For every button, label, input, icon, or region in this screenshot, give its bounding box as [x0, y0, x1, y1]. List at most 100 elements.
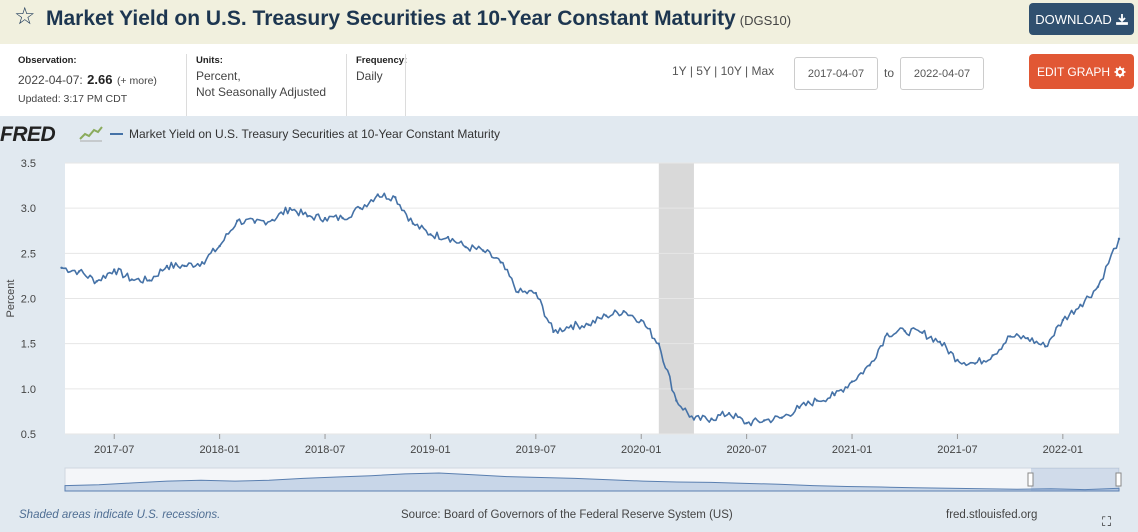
data-point: [640, 318, 643, 322]
data-point: [710, 417, 713, 420]
data-point: [306, 215, 309, 218]
range-5y[interactable]: 5Y: [696, 64, 711, 78]
series-title: Market Yield on U.S. Treasury Securities…: [46, 7, 736, 30]
y-tick-label: 2.0: [21, 294, 36, 306]
data-point: [991, 354, 994, 357]
frequency-label: Frequency:: [356, 55, 408, 66]
data-point: [499, 261, 502, 264]
data-point: [1008, 335, 1012, 338]
data-point: [341, 216, 344, 220]
range-sep: |: [714, 64, 718, 78]
x-tick-label: 2022-01: [1043, 444, 1083, 456]
range-sep: |: [745, 64, 749, 78]
data-point: [288, 206, 292, 210]
data-point: [271, 218, 274, 222]
legend-label: Market Yield on U.S. Treasury Securities…: [129, 127, 501, 141]
observation-label: Observation:: [18, 55, 77, 66]
data-point: [183, 264, 186, 268]
divider: [186, 54, 187, 116]
data-point: [1079, 303, 1082, 307]
data-point: [481, 249, 485, 252]
units-label: Units:: [196, 55, 223, 66]
data-point: [130, 278, 134, 281]
download-button[interactable]: DOWNLOAD: [1029, 3, 1134, 35]
range-max[interactable]: Max: [751, 64, 775, 78]
data-point: [921, 331, 924, 335]
data-point: [200, 261, 204, 264]
navigator-series: [64, 472, 1120, 492]
data-point: [236, 219, 239, 223]
series-code: (DGS10): [739, 13, 792, 28]
x-tick-label: 2017-07: [94, 444, 134, 456]
navigator-handle: [1115, 472, 1122, 487]
data-point: [622, 309, 625, 313]
line-chart[interactable]: 3.5 3.0 2.5 2.0 1.5 1.0 0.5 Percent 2017-07 2018-…: [0, 150, 1138, 500]
data-point: [903, 329, 906, 333]
start-date-input[interactable]: 2017-04-07: [794, 57, 878, 90]
site-link[interactable]: fred.stlouisfed.org: [946, 509, 1038, 521]
x-tick-label: 2020-07: [726, 444, 766, 456]
data-point: [973, 362, 977, 365]
units-line1: Percent,: [196, 69, 241, 83]
data-point: [956, 358, 959, 362]
observation-block: Observation: 2022-04-07: 2.66 (+ more) U…: [18, 55, 157, 105]
data-point: [165, 264, 169, 268]
frequency-value: Daily: [356, 69, 383, 83]
data-point: [604, 314, 608, 317]
data-point: [534, 291, 538, 295]
more-link[interactable]: (+ more): [116, 75, 157, 87]
range-1y[interactable]: 1Y: [672, 64, 687, 78]
chart-legend: Market Yield on U.S. Treasury Securities…: [110, 127, 500, 141]
data-point: [429, 233, 432, 236]
data-point: [815, 399, 819, 402]
y-tick-label: 2.5: [21, 248, 36, 260]
edit-graph-button[interactable]: EDIT GRAPH: [1029, 54, 1134, 89]
star-icon[interactable]: ☆: [14, 3, 36, 30]
data-point: [1117, 237, 1121, 241]
x-tick-label: 2020-01: [621, 444, 661, 456]
range-selector: 1Y | 5Y | 10Y | Max: [672, 64, 774, 78]
to-label: to: [884, 66, 895, 80]
data-point: [569, 324, 573, 327]
data-point: [446, 235, 450, 239]
x-tick-label: 2019-01: [410, 444, 450, 456]
divider: [346, 54, 347, 116]
data-point: [253, 221, 256, 224]
data-point: [1026, 337, 1029, 340]
legend-swatch: [110, 133, 123, 135]
units-block: Units: Percent, Not Seasonally Adjusted: [196, 55, 326, 99]
x-tick-label: 2018-07: [305, 444, 345, 456]
y-axis-label: Percent: [5, 280, 17, 318]
title-bar: ☆ Market Yield on U.S. Treasury Securiti…: [0, 0, 1138, 44]
range-sep: |: [689, 64, 693, 78]
data-point: [517, 290, 520, 294]
y-tick-label: 3.5: [21, 158, 36, 170]
data-point: [218, 244, 221, 248]
data-point: [657, 342, 661, 345]
data-point: [833, 393, 836, 397]
divider: [405, 54, 406, 116]
frequency-block: Frequency: Daily: [356, 55, 407, 83]
data-point: [1061, 318, 1065, 322]
y-tick-label: 1.5: [21, 339, 36, 351]
fred-logo-icon: [79, 124, 103, 142]
data-point: [587, 323, 590, 326]
data-point: [411, 222, 415, 225]
data-point: [745, 421, 748, 425]
edit-graph-label: EDIT GRAPH: [1036, 64, 1111, 79]
recession-note: Shaded areas indicate U.S. recessions.: [19, 509, 221, 521]
x-tick-label: 2019-07: [516, 444, 556, 456]
data-point: [358, 206, 362, 210]
y-tick-label: 3.0: [21, 203, 36, 215]
fullscreen-icon[interactable]: ⛶: [1102, 514, 1112, 529]
end-date-input[interactable]: 2022-04-07: [900, 57, 984, 90]
page-title: Market Yield on U.S. Treasury Securities…: [46, 7, 791, 31]
data-point: [763, 419, 766, 422]
data-point: [323, 216, 327, 220]
gear-icon: [1114, 66, 1126, 77]
updated-time: Updated: 3:17 PM CDT: [18, 93, 128, 105]
data-point: [552, 330, 555, 334]
units-line2: Not Seasonally Adjusted: [196, 85, 327, 99]
range-10y[interactable]: 10Y: [720, 64, 742, 78]
data-point: [95, 280, 98, 283]
